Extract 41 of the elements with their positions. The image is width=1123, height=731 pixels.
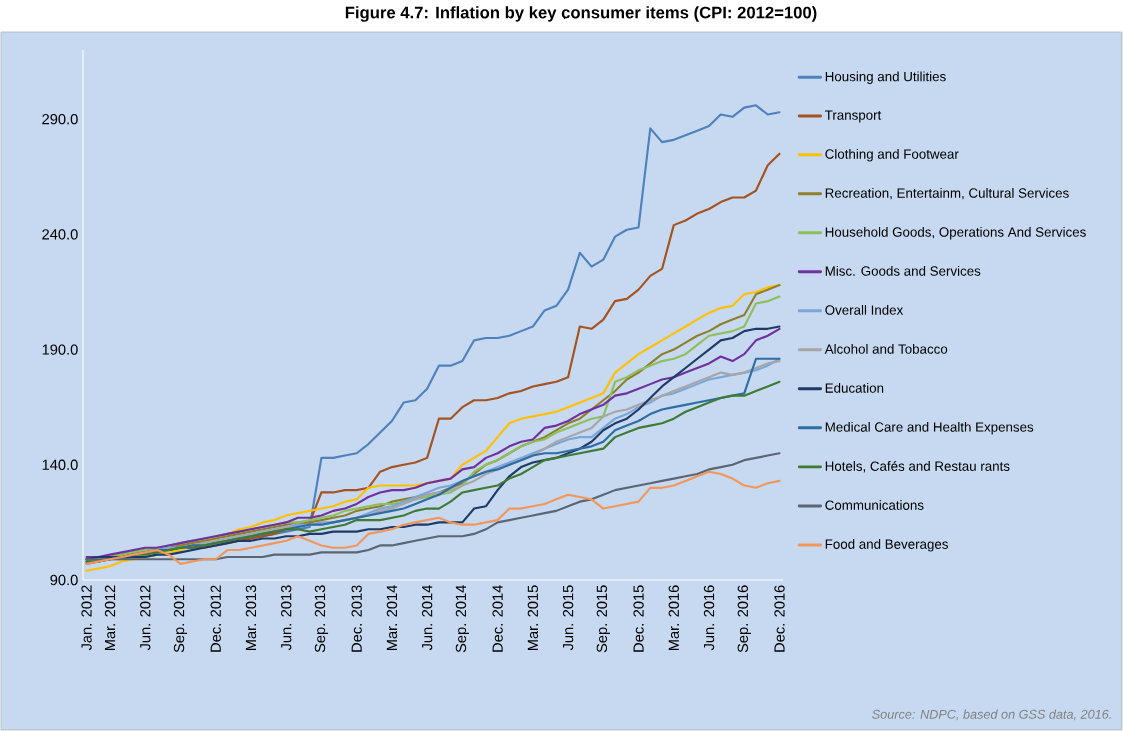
y-tick-label: 290.0: [42, 113, 78, 125]
source-note: Source: NDPC, based on GSS data, 2016.: [872, 709, 1111, 721]
x-tick-label: Sep. 2013: [314, 585, 329, 653]
x-tick-label: Mar. 2012: [104, 585, 116, 651]
legend-label: Household Goods, Operations And Services: [825, 226, 1086, 240]
y-tick-label: 190.0: [42, 344, 78, 355]
x-tick-label: Sep. 2014: [455, 585, 469, 653]
chart-title: Figure 4.7: Inflation by key consumer items (CPI: 2012=100): [345, 6, 817, 22]
x-tick-label: Jun. 2014: [421, 585, 433, 651]
x-tick-label: Mar. 2016: [668, 585, 679, 651]
x-tick-label: Mar. 2014: [386, 585, 398, 651]
legend-label: Housing and Utilities: [825, 71, 946, 84]
x-tick-label: Dec. 2014: [492, 585, 503, 652]
x-tick-label: Dec. 2013: [351, 585, 362, 652]
legend-label: Alcohol and Tobacco: [824, 343, 948, 354]
legend-label: Medical Care and Health Expenses: [825, 421, 1034, 435]
x-tick-label: Jun. 2015: [562, 585, 574, 651]
legend-label: Misc. Goods and Services: [825, 265, 981, 276]
x-tick-label: Dec. 2016: [774, 585, 785, 652]
legend-label: Overall Index: [825, 304, 904, 315]
x-tick-label: Mar. 2013: [245, 585, 257, 651]
x-tick-label: Dec. 2012: [210, 585, 221, 652]
x-tick-label: Mar. 2015: [527, 585, 539, 651]
x-tick-label: Jun. 2012: [140, 585, 151, 651]
x-tick-label: Jun. 2016: [703, 585, 715, 651]
x-tick-label: Jan. 2012: [81, 585, 92, 651]
x-tick-label: Sep. 2012: [173, 585, 188, 653]
legend-label: Education: [825, 382, 884, 393]
legend-label: Food and Beverages: [825, 539, 948, 552]
x-tick-label: Sep. 2015: [596, 585, 610, 653]
legend-label: Communications: [825, 500, 924, 510]
x-tick-label: Dec. 2015: [633, 585, 644, 652]
legend-label: Transport: [825, 110, 882, 123]
legend-label: Hotels, Cafés and Restau rants: [825, 460, 1010, 473]
y-tick-label: 140.0: [42, 459, 78, 470]
y-tick-label: 90.0: [50, 574, 78, 586]
x-tick-label: Jun. 2013: [281, 585, 292, 651]
y-tick-label: 240.0: [42, 229, 78, 240]
legend-label: Recreation, Entertainm, Cultural Services: [825, 187, 1069, 200]
x-tick-label: Sep. 2016: [737, 585, 751, 653]
legend-label: Clothing and Footwear: [825, 149, 959, 162]
